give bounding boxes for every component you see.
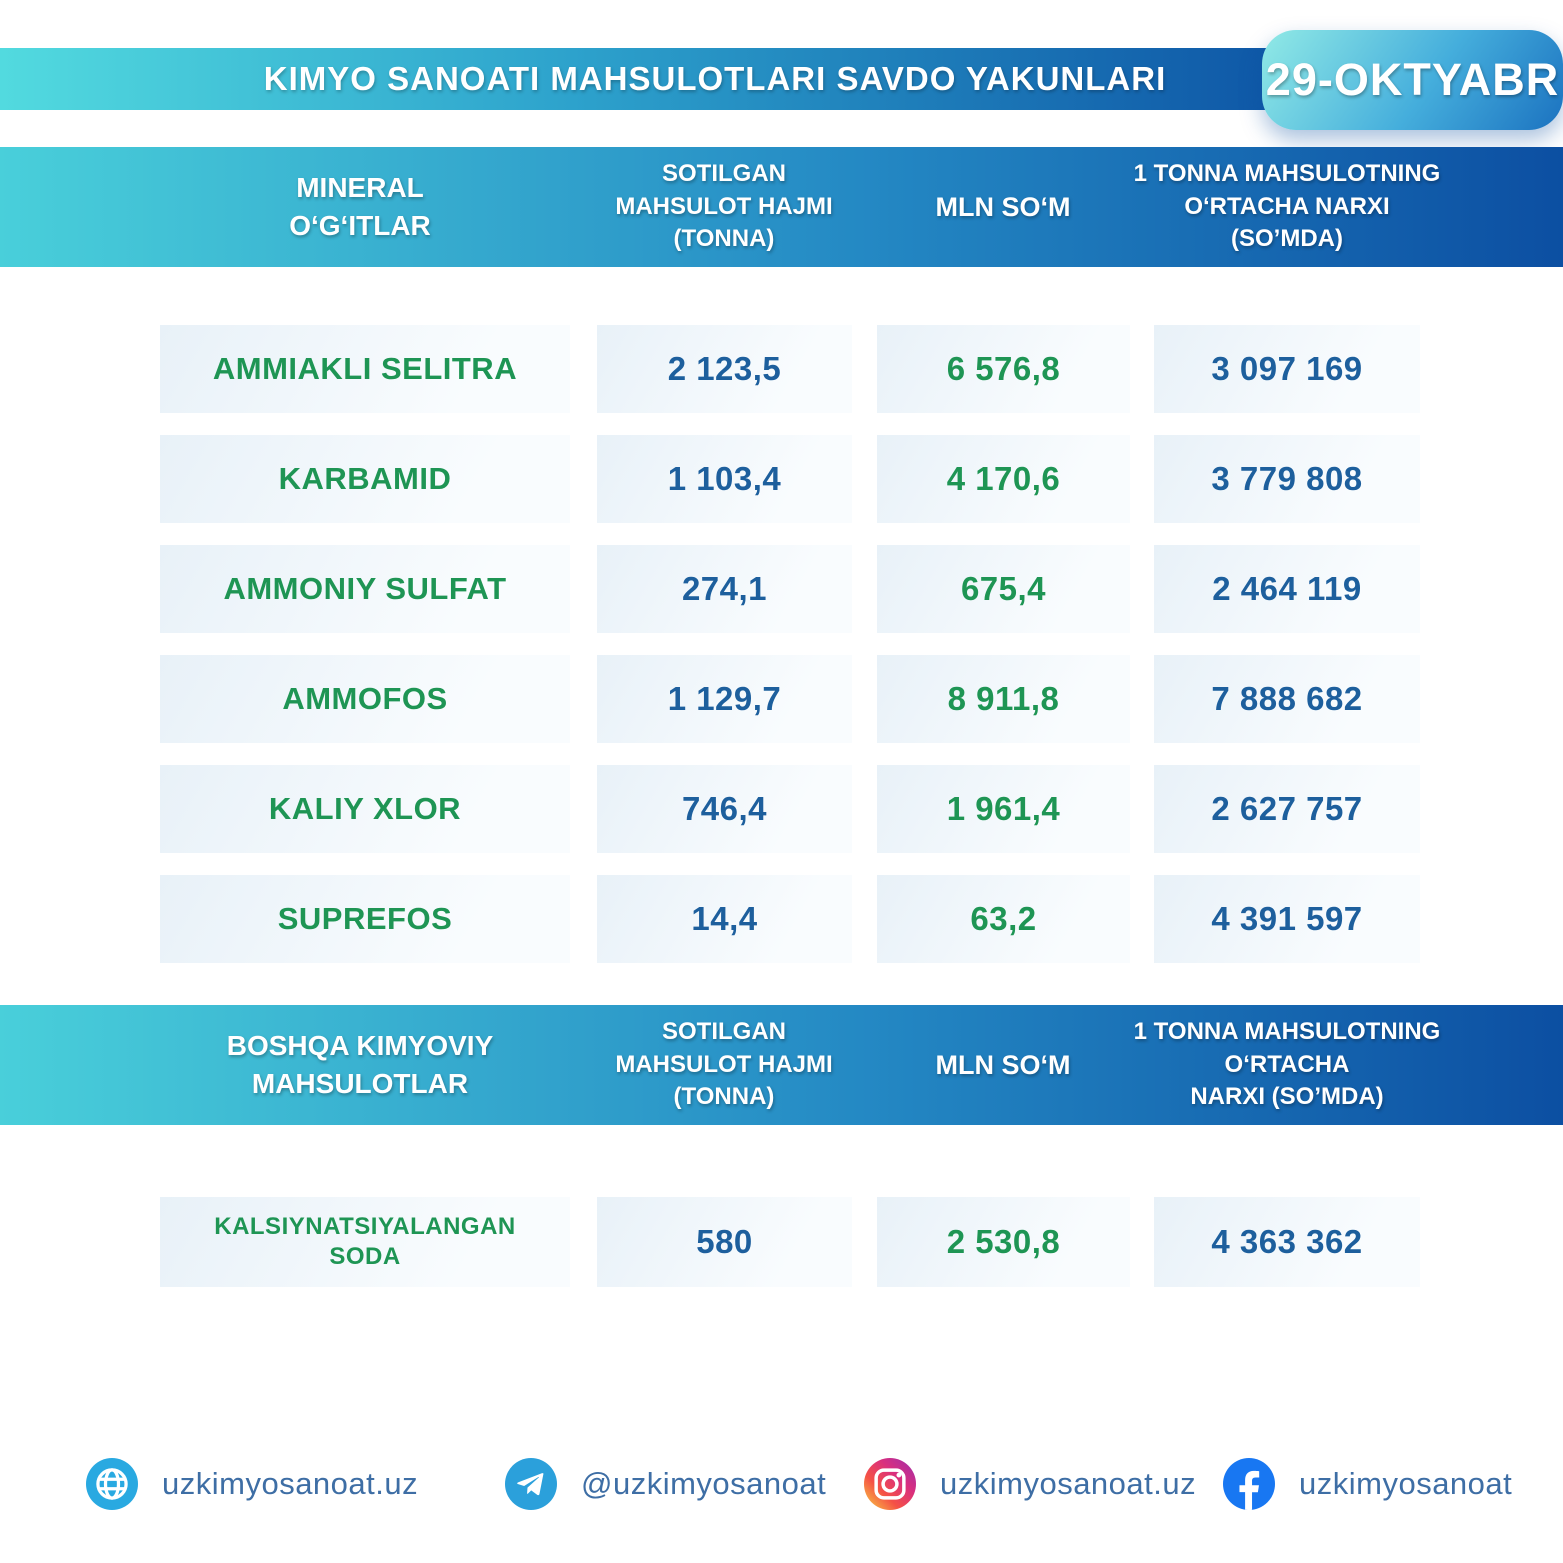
facebook-icon xyxy=(1223,1458,1275,1510)
product-name: KARBAMID xyxy=(160,435,570,523)
telegram-icon xyxy=(505,1458,557,1510)
mln-som-value: 4 170,6 xyxy=(877,435,1130,523)
volume-value: 1 129,7 xyxy=(597,655,852,743)
avg-price-value: 4 363 362 xyxy=(1154,1197,1420,1287)
title-bar: KIMYO SANOATI MAHSULOTLARI SAVDO YAKUNLA… xyxy=(0,48,1270,110)
table1-header-avg-price: 1 TONNA MAHSULOTNING O‘RTACHA NARXI (SO’… xyxy=(1133,160,1441,253)
avg-price-value: 3 097 169 xyxy=(1154,325,1420,413)
product-name: SUPREFOS xyxy=(160,875,570,963)
mln-som-value: 6 576,8 xyxy=(877,325,1130,413)
table2-header-band: BOSHQA KIMYOVIY MAHSULOTLAR SOTILGAN MAH… xyxy=(0,1005,1563,1125)
product-name: AMMOFOS xyxy=(160,655,570,743)
telegram-label: @uzkimyosanoat xyxy=(581,1466,827,1501)
product-name: KALIY XLOR xyxy=(160,765,570,853)
website-link[interactable]: uzkimyosanoat.uz xyxy=(86,1448,418,1520)
avg-price-value: 2 627 757 xyxy=(1154,765,1420,853)
mln-som-value: 8 911,8 xyxy=(877,655,1130,743)
mln-som-value: 1 961,4 xyxy=(877,765,1130,853)
avg-price-value: 2 464 119 xyxy=(1154,545,1420,633)
facebook-label: uzkimyosanoat xyxy=(1299,1466,1513,1501)
volume-value: 1 103,4 xyxy=(597,435,852,523)
volume-value: 2 123,5 xyxy=(597,325,852,413)
volume-value: 580 xyxy=(597,1197,852,1287)
instagram-label: uzkimyosanoat.uz xyxy=(940,1466,1197,1501)
mln-som-value: 63,2 xyxy=(877,875,1130,963)
table1-header-product: MINERAL O‘G‘ITLAR xyxy=(289,172,431,241)
mln-som-value: 2 530,8 xyxy=(877,1197,1130,1287)
page-title: KIMYO SANOATI MAHSULOTLARI SAVDO YAKUNLA… xyxy=(263,60,1167,97)
product-name: KALSIYNATSIYALANGAN SODA xyxy=(160,1197,570,1287)
mln-som-value: 675,4 xyxy=(877,545,1130,633)
product-name: AMMIAKLI SELITRA xyxy=(160,325,570,413)
table2-header-mln-som: MLN SO‘M xyxy=(935,1049,1071,1080)
table1-header-band: MINERAL O‘G‘ITLAR SOTILGAN MAHSULOT HAJM… xyxy=(0,147,1563,267)
table1-header-mln-som: MLN SO‘M xyxy=(935,191,1071,222)
telegram-link[interactable]: @uzkimyosanoat xyxy=(505,1448,826,1520)
table2-header-volume: SOTILGAN MAHSULOT HAJMI (TONNA) xyxy=(615,1018,833,1111)
avg-price-value: 7 888 682 xyxy=(1154,655,1420,743)
product-name: AMMONIY SULFAT xyxy=(160,545,570,633)
table1-header-volume: SOTILGAN MAHSULOT HAJMI (TONNA) xyxy=(615,160,833,253)
volume-value: 14,4 xyxy=(597,875,852,963)
instagram-icon xyxy=(864,1458,916,1510)
footer: uzkimyosanoat.uz @uzkimyosanoat xyxy=(0,1448,1563,1520)
instagram-link[interactable]: uzkimyosanoat.uz xyxy=(864,1448,1196,1520)
facebook-link[interactable]: uzkimyosanoat xyxy=(1223,1448,1512,1520)
volume-value: 746,4 xyxy=(597,765,852,853)
globe-icon xyxy=(86,1458,138,1510)
website-label: uzkimyosanoat.uz xyxy=(162,1466,419,1501)
volume-value: 274,1 xyxy=(597,545,852,633)
avg-price-value: 4 391 597 xyxy=(1154,875,1420,963)
date-badge: 29-OKTYABR xyxy=(1262,30,1563,130)
table2-header-product: BOSHQA KIMYOVIY MAHSULOTLAR xyxy=(226,1030,494,1099)
avg-price-value: 3 779 808 xyxy=(1154,435,1420,523)
table2-header-avg-price: 1 TONNA MAHSULOTNING O‘RTACHA NARXI (SO’… xyxy=(1133,1018,1441,1111)
